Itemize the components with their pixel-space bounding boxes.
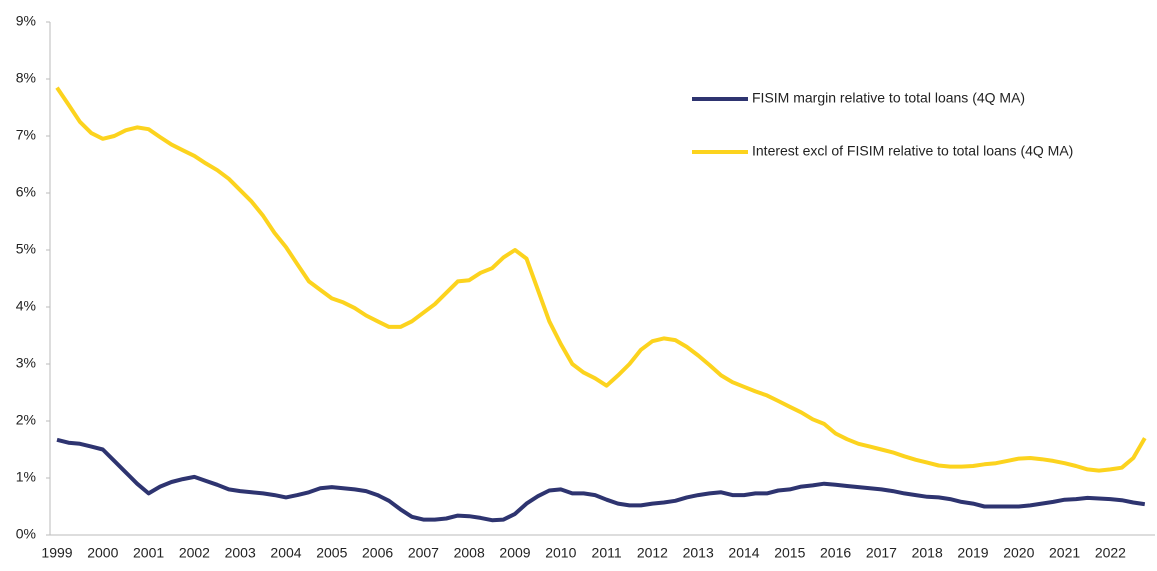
x-tick-label: 2018 xyxy=(912,545,943,561)
x-tick-label: 2012 xyxy=(637,545,668,561)
y-tick-label: 0% xyxy=(16,526,36,542)
series-line xyxy=(55,86,1147,473)
x-tick-label: 2020 xyxy=(1003,545,1034,561)
x-tick-label: 2000 xyxy=(87,545,118,561)
x-tick-label: 2004 xyxy=(270,545,301,561)
x-tick-label: 2008 xyxy=(454,545,485,561)
y-tick-label: 7% xyxy=(16,127,36,143)
y-tick-label: 8% xyxy=(16,70,36,86)
x-tick-label: 2003 xyxy=(225,545,256,561)
y-tick-label: 6% xyxy=(16,184,36,200)
y-tick-label: 3% xyxy=(16,355,36,371)
x-tick-label: 2015 xyxy=(774,545,805,561)
x-tick-label: 2007 xyxy=(408,545,439,561)
x-tick-label: 2005 xyxy=(316,545,347,561)
x-tick-label: 2017 xyxy=(866,545,897,561)
y-tick-label: 1% xyxy=(16,469,36,485)
x-tick-label: 2013 xyxy=(683,545,714,561)
x-tick-label: 2009 xyxy=(499,545,530,561)
y-tick-label: 2% xyxy=(16,412,36,428)
y-tick-label: 5% xyxy=(16,241,36,257)
x-tick-label: 2002 xyxy=(179,545,210,561)
x-tick-label: 2001 xyxy=(133,545,164,561)
legend-label: Interest excl of FISIM relative to total… xyxy=(752,143,1073,159)
x-tick-label: 2014 xyxy=(728,545,759,561)
x-tick-label: 2021 xyxy=(1049,545,1080,561)
series-line xyxy=(56,437,1146,523)
x-tick-label: 2019 xyxy=(957,545,988,561)
legend-label: FISIM margin relative to total loans (4Q… xyxy=(752,90,1025,106)
x-tick-label: 2011 xyxy=(592,545,622,561)
x-tick-label: 2022 xyxy=(1095,545,1126,561)
x-tick-label: 2006 xyxy=(362,545,393,561)
x-tick-label: 1999 xyxy=(41,545,72,561)
y-tick-label: 4% xyxy=(16,298,36,314)
x-tick-label: 2010 xyxy=(545,545,576,561)
y-tick-label: 9% xyxy=(16,13,36,29)
x-tick-label: 2016 xyxy=(820,545,851,561)
